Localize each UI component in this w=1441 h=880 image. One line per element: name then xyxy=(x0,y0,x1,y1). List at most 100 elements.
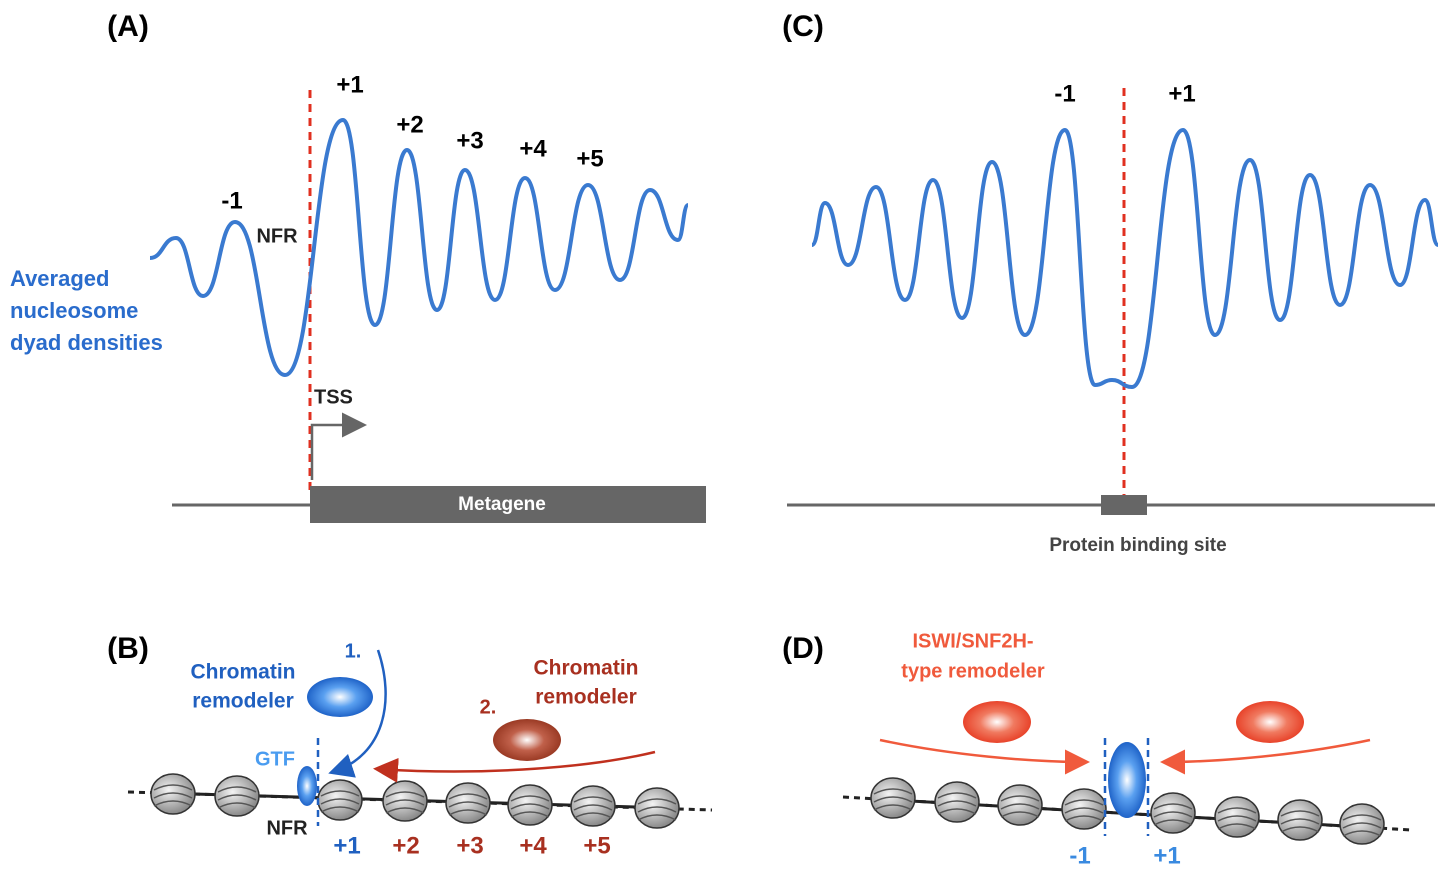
dna-wrap xyxy=(1342,822,1382,829)
dna-wrap xyxy=(637,814,677,821)
dna-wrap xyxy=(1217,815,1257,822)
remodeler-label: remodeler xyxy=(535,686,637,709)
dna-wrap xyxy=(153,800,193,807)
dna-wrap xyxy=(385,807,425,814)
dna-wrap xyxy=(1280,810,1320,817)
dna-wrap xyxy=(1064,815,1104,822)
panel-label: (B) xyxy=(107,632,149,665)
nucleosome xyxy=(870,777,916,819)
dna-wrap xyxy=(1342,830,1382,837)
remodeler-label: Chromatin xyxy=(534,657,639,680)
nucleosome xyxy=(634,787,680,829)
dna-wrap xyxy=(1064,807,1104,814)
peak-label: -1 xyxy=(221,187,242,214)
dna-wrap xyxy=(385,799,425,806)
peak-label: +3 xyxy=(456,127,483,154)
dna-wrap xyxy=(1153,811,1193,818)
remodeler-label: remodeler xyxy=(192,690,294,713)
nucleosome xyxy=(934,781,980,823)
remodeler-label: type remodeler xyxy=(901,660,1045,682)
arrow xyxy=(879,738,1090,775)
dna-wrap xyxy=(1153,819,1193,826)
position-label: +5 xyxy=(583,832,610,859)
position-label: +2 xyxy=(392,832,419,859)
nucleosome xyxy=(570,785,616,827)
dna-wrap xyxy=(873,804,913,811)
position-label: +4 xyxy=(519,832,547,859)
dna-wrap xyxy=(1064,799,1104,806)
position-label: -1 xyxy=(1069,842,1090,869)
position-label: +3 xyxy=(456,832,483,859)
nucleosome xyxy=(507,784,553,826)
remodeler xyxy=(493,719,561,761)
peak-label: +2 xyxy=(396,111,423,138)
nucleosome xyxy=(997,784,1043,826)
peak-label: +4 xyxy=(519,135,547,162)
dna-wrap xyxy=(1000,803,1040,810)
metagene-label: Metagene xyxy=(458,494,546,515)
dna-wrap xyxy=(320,798,360,805)
dna-wrap xyxy=(217,786,257,793)
dna-wrap xyxy=(1000,795,1040,802)
dna-wrap xyxy=(1000,811,1040,818)
panel-label: (C) xyxy=(782,10,824,43)
tss-label: TSS xyxy=(314,386,353,408)
nfr-label: NFR xyxy=(256,225,298,247)
density-curve xyxy=(149,117,690,378)
dna-wrap xyxy=(510,811,550,818)
nucleosome xyxy=(150,773,196,815)
dna-wrap xyxy=(385,791,425,798)
nucleosome xyxy=(1150,792,1196,834)
dna-wrap xyxy=(937,808,977,815)
arrow xyxy=(1160,738,1371,775)
nucleosome xyxy=(1214,796,1260,838)
dna-wrap xyxy=(510,803,550,810)
dna-wrap xyxy=(320,806,360,813)
dna-wrap xyxy=(937,792,977,799)
remodeler xyxy=(963,701,1031,743)
step-label: 2. xyxy=(480,696,497,718)
density-curve xyxy=(810,127,1440,390)
binding-site xyxy=(1101,495,1147,515)
dna-wrap xyxy=(448,793,488,800)
nfr-label: NFR xyxy=(266,817,308,839)
dna-wrap xyxy=(448,801,488,808)
remodeler xyxy=(1236,701,1304,743)
dna-wrap xyxy=(1280,826,1320,833)
gtf-label: GTF xyxy=(255,748,295,770)
nucleosome xyxy=(1277,799,1323,841)
dna-wrap xyxy=(1280,818,1320,825)
axis-label: Averaged xyxy=(10,266,109,291)
nucleosome xyxy=(214,775,260,817)
dna-wrap xyxy=(637,798,677,805)
dna-wrap xyxy=(573,804,613,811)
site-label: Protein binding site xyxy=(1049,535,1226,556)
dna-wrap xyxy=(873,796,913,803)
dna-wrap xyxy=(448,809,488,816)
nucleosome xyxy=(317,779,363,821)
nucleosomes xyxy=(870,777,1385,845)
gtf xyxy=(297,766,317,806)
dna-wrap xyxy=(1217,823,1257,830)
arrow xyxy=(328,649,387,778)
tss-arrow xyxy=(310,412,367,480)
dna-wrap xyxy=(637,806,677,813)
panel-label: (D) xyxy=(782,632,824,665)
dna-wrap xyxy=(873,788,913,795)
peak-label: +1 xyxy=(336,71,363,98)
dna-wrap xyxy=(153,784,193,791)
dna-wrap xyxy=(937,800,977,807)
remodeler-label: ISWI/SNF2H- xyxy=(912,630,1033,652)
dna-wrap xyxy=(1153,803,1193,810)
nucleosome xyxy=(1339,803,1385,845)
dna-wrap xyxy=(1342,814,1382,821)
dna-wrap xyxy=(573,812,613,819)
nucleosome xyxy=(445,782,491,824)
dna-wrap xyxy=(320,790,360,797)
arrow xyxy=(373,750,656,783)
nucleosomes xyxy=(150,773,680,829)
nucleosome xyxy=(1061,788,1107,830)
position-label: +1 xyxy=(333,832,360,859)
dna-wrap xyxy=(217,802,257,809)
peak-label: -1 xyxy=(1054,80,1075,107)
